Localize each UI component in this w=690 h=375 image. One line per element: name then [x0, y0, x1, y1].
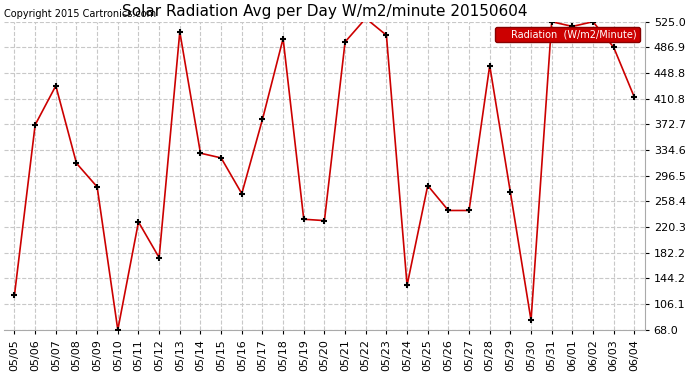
Text: Copyright 2015 Cartronics.com: Copyright 2015 Cartronics.com [4, 9, 157, 19]
Legend: Radiation  (W/m2/Minute): Radiation (W/m2/Minute) [495, 27, 640, 42]
Title: Solar Radiation Avg per Day W/m2/minute 20150604: Solar Radiation Avg per Day W/m2/minute … [121, 4, 527, 19]
